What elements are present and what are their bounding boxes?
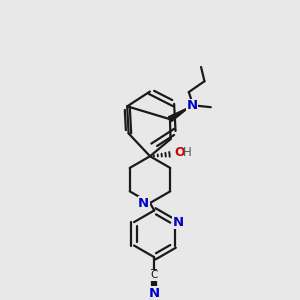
Text: N: N xyxy=(173,216,184,229)
Text: N: N xyxy=(149,287,160,300)
Text: C: C xyxy=(151,270,158,280)
Text: H: H xyxy=(183,146,192,159)
Text: N: N xyxy=(138,196,149,209)
Text: N: N xyxy=(187,99,198,112)
Polygon shape xyxy=(169,107,189,122)
Text: O: O xyxy=(175,146,185,159)
